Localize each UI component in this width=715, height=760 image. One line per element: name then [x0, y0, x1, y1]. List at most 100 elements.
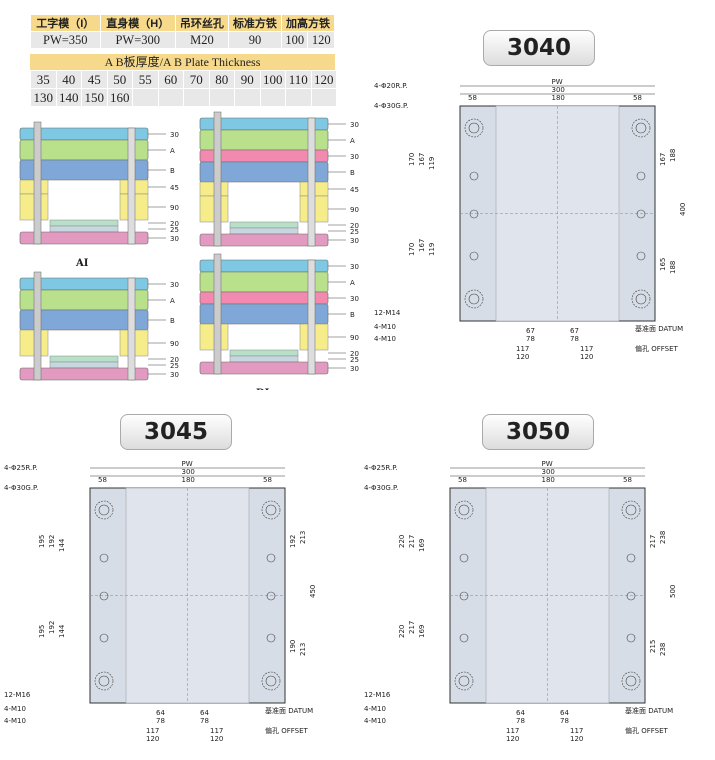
offset-label: 偏孔 OFFSET: [265, 726, 309, 735]
guide-pin: [213, 111, 222, 247]
guide-pin-hole: [454, 500, 474, 520]
thickness-cell: 90: [234, 70, 261, 89]
dim-label-left: 195: [38, 625, 46, 638]
bolt-hole: [635, 293, 647, 305]
dim-label-bottom: 78: [570, 335, 579, 343]
dim-label-right: 217: [649, 535, 657, 548]
mold-type-DI: 30A30B90202530DI: [199, 253, 359, 390]
guide-pin-hole: [464, 118, 484, 138]
screw-hole: [626, 633, 636, 643]
badge-3050: 3050: [482, 414, 594, 450]
mold-type-label: DI: [256, 388, 270, 390]
dim-label-bottom: 78: [516, 717, 525, 725]
thickness-cell: [183, 88, 210, 107]
dim-label-bottom: 117: [580, 345, 593, 353]
ejector-plate: [49, 219, 119, 227]
thickness-cell: 70: [183, 70, 210, 89]
dim-label-left: 192: [48, 621, 56, 634]
bolt-hole: [458, 504, 470, 516]
bolt-hole: [468, 293, 480, 305]
guide-pin-hole: [631, 118, 651, 138]
dim-label-bottom: 117: [516, 345, 529, 353]
screw-hole: [266, 633, 276, 643]
offset-label: 偏孔 OFFSET: [635, 344, 679, 353]
header-cell: 工字模（I）: [30, 14, 101, 32]
dim-label-left: 167: [418, 153, 426, 166]
plate-dim-label: 90: [350, 206, 359, 214]
mold-diagrams: 30AB4590202530AI30A30B4590202530BI30AB90…: [19, 111, 359, 390]
guide-pin-hole: [261, 500, 281, 520]
ejector-plate: [49, 361, 119, 369]
dim-label-bottom: 64: [200, 709, 209, 717]
dim-label-right: 167: [659, 153, 667, 166]
value-cell: M20: [174, 31, 229, 49]
dim-label-left: 167: [418, 239, 426, 252]
screw-hole: [469, 209, 479, 219]
dim-label-left: 119: [428, 157, 436, 170]
badge-3045: 3045: [120, 414, 232, 450]
dim-label-bottom: 120: [516, 353, 529, 361]
gp-label: 4-Φ30G.P.: [4, 484, 38, 492]
dim-label-inner: 180: [542, 476, 555, 484]
note-label: 4-M10: [364, 705, 386, 713]
dim-label-bottom: 67: [570, 327, 579, 335]
header-cell: 加高方铁: [280, 14, 336, 32]
dim-label-bottom: 78: [200, 717, 209, 725]
screw-hole: [99, 591, 109, 601]
guide-pin: [127, 277, 136, 381]
plate-dim-label: A: [350, 137, 355, 145]
dim-label-left: 195: [38, 535, 46, 548]
plate-dim-label: 45: [170, 184, 179, 192]
rp-label: 4-Φ25R.P.: [364, 464, 398, 472]
guide-pin-hole: [621, 500, 641, 520]
dim-label-right: 500: [669, 585, 677, 598]
dim-label-right: 400: [679, 203, 687, 216]
dim-label-bottom: 120: [146, 735, 159, 743]
value-cell: PW=350: [30, 31, 101, 49]
mold-type-CI: 30AB90202530CI: [19, 271, 179, 381]
guide-pin-hole: [464, 289, 484, 309]
guide-pin: [307, 117, 316, 247]
thickness-title: A B板厚度/A B Plate Thickness: [30, 54, 335, 70]
plate-dim-label: 20: [170, 220, 179, 228]
plate-dim-label: 30: [350, 153, 359, 161]
screw-hole: [469, 251, 479, 261]
dim-label-right: 238: [659, 531, 667, 544]
dim-label-left: 169: [418, 539, 426, 552]
ejector-plate: [229, 227, 299, 235]
dim-label-left: 220: [398, 535, 406, 548]
guide-pin-hole: [94, 671, 114, 691]
guide-pin: [307, 259, 316, 375]
screw-hole: [626, 553, 636, 563]
dim-label-left: 169: [418, 625, 426, 638]
dim-label-right: 188: [669, 261, 677, 274]
plate-dim-label: 20: [170, 356, 179, 364]
guide-pin-hole: [454, 671, 474, 691]
guide-pin-hole: [621, 671, 641, 691]
dim-label-left: 170: [408, 243, 416, 256]
value-cell: 90: [227, 31, 282, 49]
dim-label-left: 217: [408, 535, 416, 548]
bolt-hole: [98, 675, 110, 687]
thickness-cell: 40: [55, 70, 82, 89]
mold-type-BI: 30A30B4590202530BI: [199, 111, 359, 271]
screw-hole: [266, 553, 276, 563]
thickness-cell: [208, 88, 235, 107]
dim-label-bottom: 78: [156, 717, 165, 725]
thickness-cell: [132, 88, 159, 107]
dim-label-pw: PW: [182, 460, 193, 468]
badge-3040: 3040: [483, 30, 595, 66]
plate-dim-label: A: [170, 297, 175, 305]
bolt-hole: [458, 675, 470, 687]
header-cell: 吊环丝孔: [174, 14, 229, 32]
gp-label: 4-Φ30G.P.: [374, 102, 408, 110]
dim-label-bottom: 78: [560, 717, 569, 725]
dim-label-width: 300: [542, 468, 555, 476]
thickness-cell: 45: [81, 70, 108, 89]
bolt-hole: [625, 504, 637, 516]
value-cell: PW=300: [99, 31, 176, 49]
ejector-plate: [49, 355, 119, 363]
note-label: 12-M16: [4, 691, 31, 699]
